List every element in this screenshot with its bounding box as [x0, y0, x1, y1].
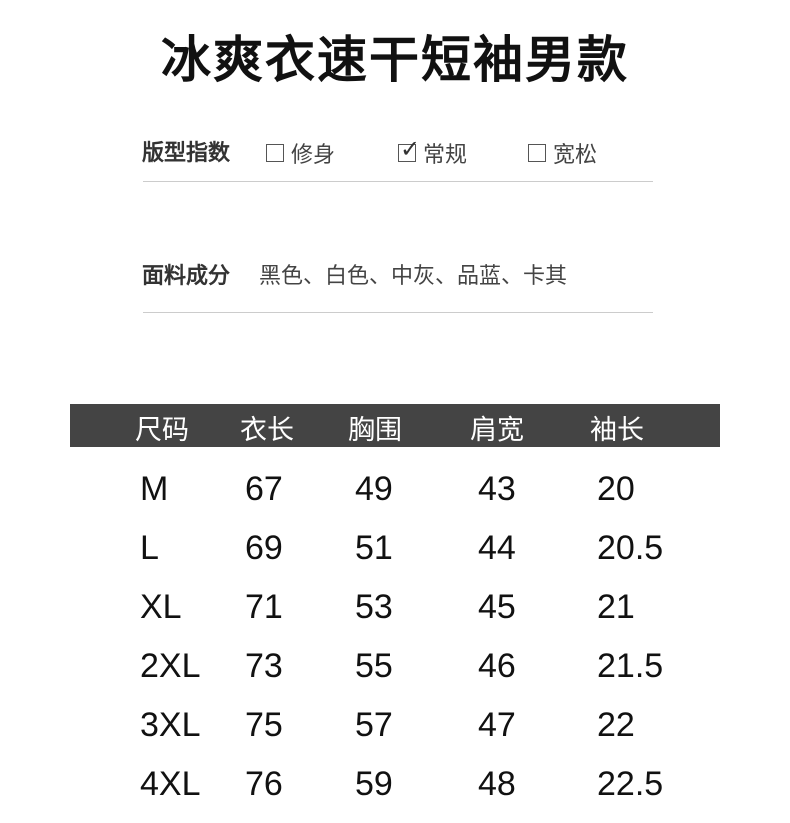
- cell-size: 3XL: [140, 706, 201, 744]
- table-row: XL 71 53 45 21: [0, 588, 790, 646]
- table-row: 4XL 76 59 48 22.5: [0, 765, 790, 823]
- header-size: 尺码: [135, 415, 189, 446]
- cell-sleeve: 21.5: [597, 647, 664, 685]
- page-title: 冰爽衣速干短袖男款: [161, 31, 629, 89]
- cell-length: 76: [245, 765, 283, 803]
- table-row: 2XL 73 55 46 21.5: [0, 647, 790, 705]
- cell-size: 4XL: [140, 765, 201, 803]
- cell-chest: 49: [355, 470, 393, 508]
- cell-chest: 53: [355, 588, 393, 626]
- cell-chest: 59: [355, 765, 393, 803]
- checkbox-unchecked-icon: [266, 144, 284, 162]
- table-row: L 69 51 44 20.5: [0, 529, 790, 587]
- cell-length: 73: [245, 647, 283, 685]
- fit-option-slim: 修身: [266, 137, 335, 169]
- fit-option-regular: ✓ 常规: [398, 135, 468, 169]
- cell-chest: 55: [355, 647, 393, 685]
- fabric-row: 面料成分 黑色、白色、中灰、品蓝、卡其: [142, 245, 654, 305]
- size-table-header: 尺码 衣长 胸围 肩宽 袖长: [70, 404, 720, 447]
- cell-length: 67: [245, 470, 283, 508]
- table-row: 3XL 75 57 47 22: [0, 706, 790, 764]
- table-row: M 67 49 43 20: [0, 470, 790, 528]
- fit-option-label: 宽松: [553, 143, 598, 168]
- cell-shoulder: 43: [478, 470, 516, 508]
- cell-shoulder: 47: [478, 706, 516, 744]
- header-length: 衣长: [240, 415, 294, 446]
- divider: [143, 312, 653, 313]
- cell-length: 75: [245, 706, 283, 744]
- header-sleeve: 袖长: [590, 415, 644, 446]
- cell-shoulder: 45: [478, 588, 516, 626]
- cell-chest: 51: [355, 529, 393, 567]
- checkbox-unchecked-icon: [528, 144, 546, 162]
- cell-chest: 57: [355, 706, 393, 744]
- cell-shoulder: 48: [478, 765, 516, 803]
- cell-size: 2XL: [140, 647, 201, 685]
- header-shoulder: 肩宽: [470, 415, 524, 446]
- checkbox-checked-icon: ✓: [398, 135, 421, 163]
- cell-size: XL: [140, 588, 182, 626]
- fabric-label: 面料成分: [142, 264, 231, 289]
- fit-index-label: 版型指数: [142, 141, 231, 166]
- cell-size: M: [140, 470, 169, 508]
- cell-sleeve: 22.5: [597, 765, 664, 803]
- cell-length: 69: [245, 529, 283, 567]
- cell-sleeve: 20: [597, 470, 635, 508]
- fit-index-row: 版型指数 修身 ✓ 常规 宽松: [142, 122, 654, 182]
- divider: [143, 181, 653, 182]
- cell-sleeve: 20.5: [597, 529, 664, 567]
- fit-option-label: 常规: [423, 143, 468, 168]
- cell-length: 71: [245, 588, 283, 626]
- cell-sleeve: 21: [597, 588, 635, 626]
- cell-shoulder: 46: [478, 647, 516, 685]
- header-chest: 胸围: [348, 415, 402, 446]
- fit-option-loose: 宽松: [528, 137, 597, 169]
- cell-shoulder: 44: [478, 529, 516, 567]
- cell-sleeve: 22: [597, 706, 635, 744]
- fabric-value: 黑色、白色、中灰、品蓝、卡其: [259, 264, 568, 289]
- fit-option-label: 修身: [291, 143, 336, 168]
- cell-size: L: [140, 529, 159, 567]
